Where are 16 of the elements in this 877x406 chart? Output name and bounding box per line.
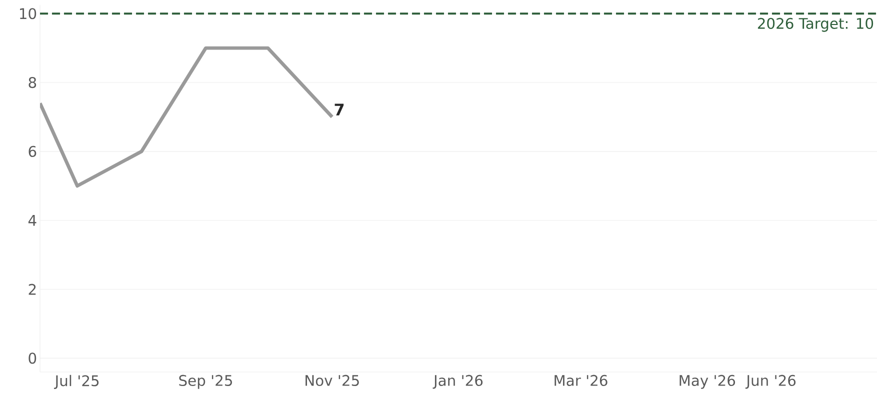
- x-tick-label: Jul '25: [54, 374, 99, 389]
- data-label: 7: [334, 104, 344, 116]
- x-tick-label: Jun '26: [745, 374, 796, 389]
- y-tick-label: 2: [28, 284, 36, 295]
- line-series: [40, 46, 334, 188]
- y-tick-label: 4: [28, 215, 36, 226]
- y-tick-label: 6: [28, 146, 36, 157]
- x-tick-label: Mar '26: [554, 374, 608, 386]
- x-tick-label: May '26: [680, 374, 736, 389]
- x-tick-label: Nov '25: [306, 374, 359, 386]
- y-tick-label: 10: [20, 8, 36, 20]
- y-tick-label: 8: [28, 76, 36, 88]
- y-tick-label: 0: [28, 352, 36, 364]
- x-tick-label: Sep '25: [179, 374, 232, 389]
- ref-line-label: 2026 Target: 10: [758, 18, 874, 32]
- x-tick-label: Jan '26: [432, 374, 483, 389]
